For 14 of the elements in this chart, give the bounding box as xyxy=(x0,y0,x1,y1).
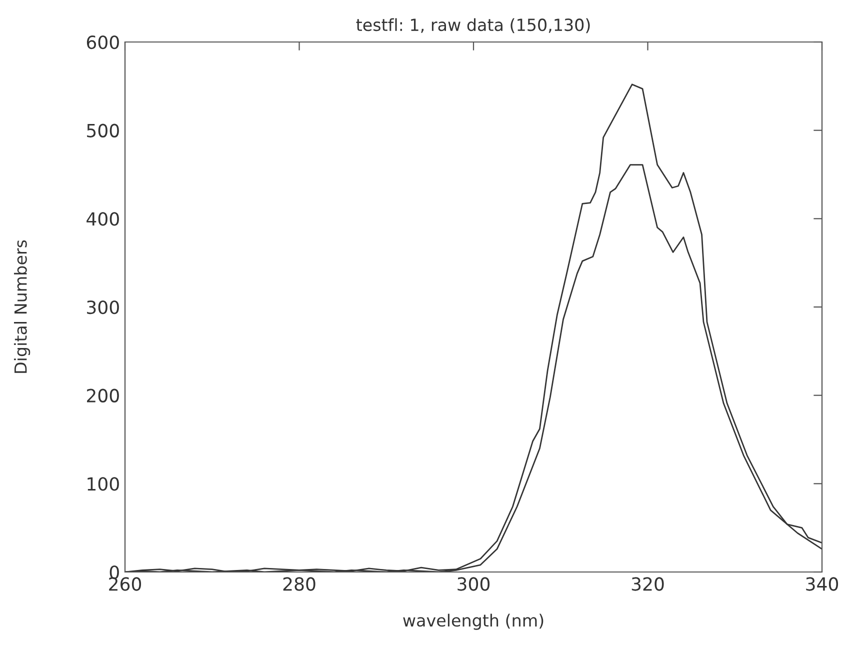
y-tick-label: 300 xyxy=(87,300,119,314)
chart-title: testfl: 1, raw data (150,130) xyxy=(356,18,590,34)
y-axis-title: Digital Numbers xyxy=(14,240,30,373)
y-tick-label: 600 xyxy=(86,35,119,50)
x-axis-title: wavelength (nm) xyxy=(403,614,544,630)
x-tick-label: 340 xyxy=(806,577,838,591)
x-tick-label: 280 xyxy=(283,577,316,591)
y-tick-label: 100 xyxy=(88,477,119,491)
y-tick-label: 400 xyxy=(86,212,119,226)
x-tick-label: 300 xyxy=(458,577,490,591)
x-tick-label: 260 xyxy=(109,577,142,591)
x-tick-label: 320 xyxy=(632,577,664,591)
y-tick-label: 500 xyxy=(87,124,119,138)
y-tick-label: 200 xyxy=(87,388,119,402)
